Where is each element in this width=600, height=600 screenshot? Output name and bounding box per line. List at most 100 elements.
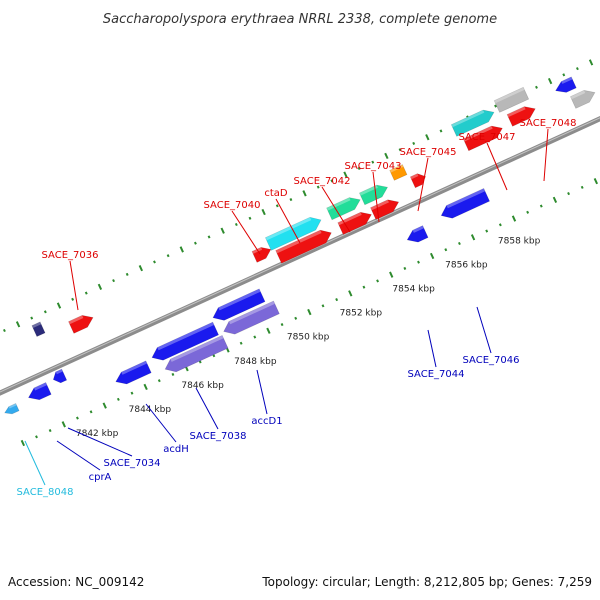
- gene-sace-7048-gray-gloss: [494, 87, 525, 104]
- gene-sace-7036: [68, 315, 94, 334]
- reverse-ruler-tick: [130, 391, 134, 395]
- reverse-ruler-tick: [198, 360, 202, 364]
- gene-navy-block-shape: [31, 321, 46, 337]
- forward-ruler-tick: [84, 291, 88, 295]
- reverse-ruler-tick: [171, 372, 175, 376]
- gene-edge-blue-shape: [555, 76, 577, 93]
- forward-ruler-tick: [575, 67, 579, 71]
- tick-label: 7842 kbp: [76, 429, 119, 439]
- genome-backbone: [0, 116, 600, 396]
- gene-sace-7048-gray-shape: [493, 86, 530, 113]
- reverse-ruler-tick: [376, 279, 379, 283]
- forward-ruler-tick: [494, 104, 497, 108]
- gene-sace-7048-gray: [493, 86, 530, 113]
- gene-accd1: [212, 288, 266, 321]
- reverse-ruler-tick: [470, 234, 476, 241]
- leader-line: [67, 427, 133, 457]
- leader-line: [275, 198, 301, 244]
- reverse-ruler-tick: [266, 327, 271, 334]
- reverse-ruler-tick: [253, 335, 257, 339]
- gene-sace-7047: [462, 125, 503, 152]
- gene-sace-7046: [440, 188, 490, 219]
- gene-sace-7048-gloss: [507, 106, 526, 118]
- forward-ruler-tick: [384, 152, 389, 160]
- gene-label: SACE_7048: [520, 118, 577, 129]
- reverse-ruler-tick: [212, 354, 216, 358]
- gene-accd1-gloss: [218, 288, 261, 311]
- gene-sace-7042-shape: [337, 211, 372, 235]
- reverse-ruler-tick: [593, 177, 599, 185]
- reverse-ruler-tick: [48, 428, 52, 433]
- gene-accd1-shape: [212, 288, 266, 321]
- gene-acdh: [115, 360, 152, 385]
- gene-edge-blue-gloss: [561, 76, 573, 84]
- reverse-ruler-tick: [485, 229, 489, 233]
- forward-ruler-tick: [30, 316, 34, 320]
- forward-ruler-tick: [166, 254, 170, 258]
- gene-sace-7040-shape: [251, 247, 272, 263]
- gene-sace-8048-gloss: [8, 403, 17, 409]
- gene-cpra: [28, 382, 52, 401]
- leader-line: [145, 403, 177, 443]
- gene-sace-7038-purple-shape: [164, 335, 229, 373]
- forward-ruler-tick: [220, 227, 225, 234]
- leader-line: [231, 210, 261, 255]
- gene-sace-7045-orange: [389, 164, 408, 181]
- gene-sace-7043-gloss: [370, 199, 389, 211]
- reverse-ruler-tick: [526, 210, 530, 214]
- gene-sace-7044: [406, 225, 429, 243]
- gene-sace-7047-shape: [462, 125, 503, 152]
- gene-sace-7047-teal-shape: [450, 109, 495, 137]
- forward-ruler-tick: [97, 283, 103, 291]
- forward-ruler-tick: [302, 190, 307, 197]
- gene-sace-7047-teal: [450, 109, 495, 137]
- forward-ruler-tick: [547, 77, 553, 85]
- gene-sace-7042-green: [326, 197, 361, 221]
- forward-ruler-tick: [261, 208, 266, 216]
- gene-sace-7046-gloss: [446, 188, 486, 209]
- leader-line: [372, 171, 380, 223]
- gene-label: SACE_8048: [17, 487, 74, 498]
- gene-sace-7038: [151, 321, 219, 361]
- reverse-ruler-tick: [335, 298, 339, 302]
- tick-label: 7846 kbp: [181, 381, 224, 391]
- gene-label: SACE_7042: [294, 176, 351, 187]
- gene-sace-7047-teal-gloss: [451, 110, 485, 128]
- gene-sace-7034-shape: [52, 368, 68, 384]
- track-layer: [0, 59, 600, 447]
- tick-label: 7856 kbp: [445, 260, 488, 270]
- leader-line: [543, 128, 549, 182]
- leader-line: [195, 387, 219, 430]
- reverse-ruler-tick: [389, 271, 394, 278]
- forward-ruler-tick: [56, 302, 62, 309]
- gene-label: SACE_7034: [104, 458, 161, 469]
- label-layer: 7842 kbp 7844 kbp 7846 kbp 7848 kbp 7850 kbp…: [17, 118, 577, 498]
- gene-sace-7034-gloss: [55, 369, 63, 375]
- gene-cpra-gloss: [33, 382, 47, 391]
- forward-ruler-tick: [138, 265, 144, 272]
- gene-ctad-cyan-gloss: [265, 217, 312, 241]
- gene-label: SACE_7038: [190, 431, 247, 442]
- gene-sace-7036-gloss: [68, 315, 84, 325]
- gene-ctad-gloss: [275, 230, 322, 254]
- leader-line: [417, 157, 429, 212]
- gene-sace-7047-gloss: [463, 126, 493, 142]
- leader-line: [24, 440, 46, 486]
- reverse-ruler-tick: [552, 196, 558, 203]
- forward-ruler-tick: [43, 310, 47, 314]
- forward-ruler-tick: [371, 160, 375, 164]
- gene-label: ctaD: [264, 188, 288, 199]
- gene-sace-7043-shape: [370, 199, 400, 220]
- reverse-ruler-tick: [61, 421, 66, 428]
- gene-sace-7045-orange-gloss: [389, 164, 404, 173]
- gene-sace-7034: [52, 368, 68, 384]
- gene-label: SACE_7036: [42, 250, 99, 261]
- feature-layer: [4, 76, 596, 415]
- forward-ruler-tick: [439, 129, 443, 133]
- gene-label: SACE_7044: [408, 369, 465, 380]
- tick-label: 7844 kbp: [129, 405, 172, 415]
- gene-edge-gray: [570, 90, 596, 109]
- leader-line: [69, 260, 79, 311]
- gene-sace-7046-shape: [440, 188, 490, 219]
